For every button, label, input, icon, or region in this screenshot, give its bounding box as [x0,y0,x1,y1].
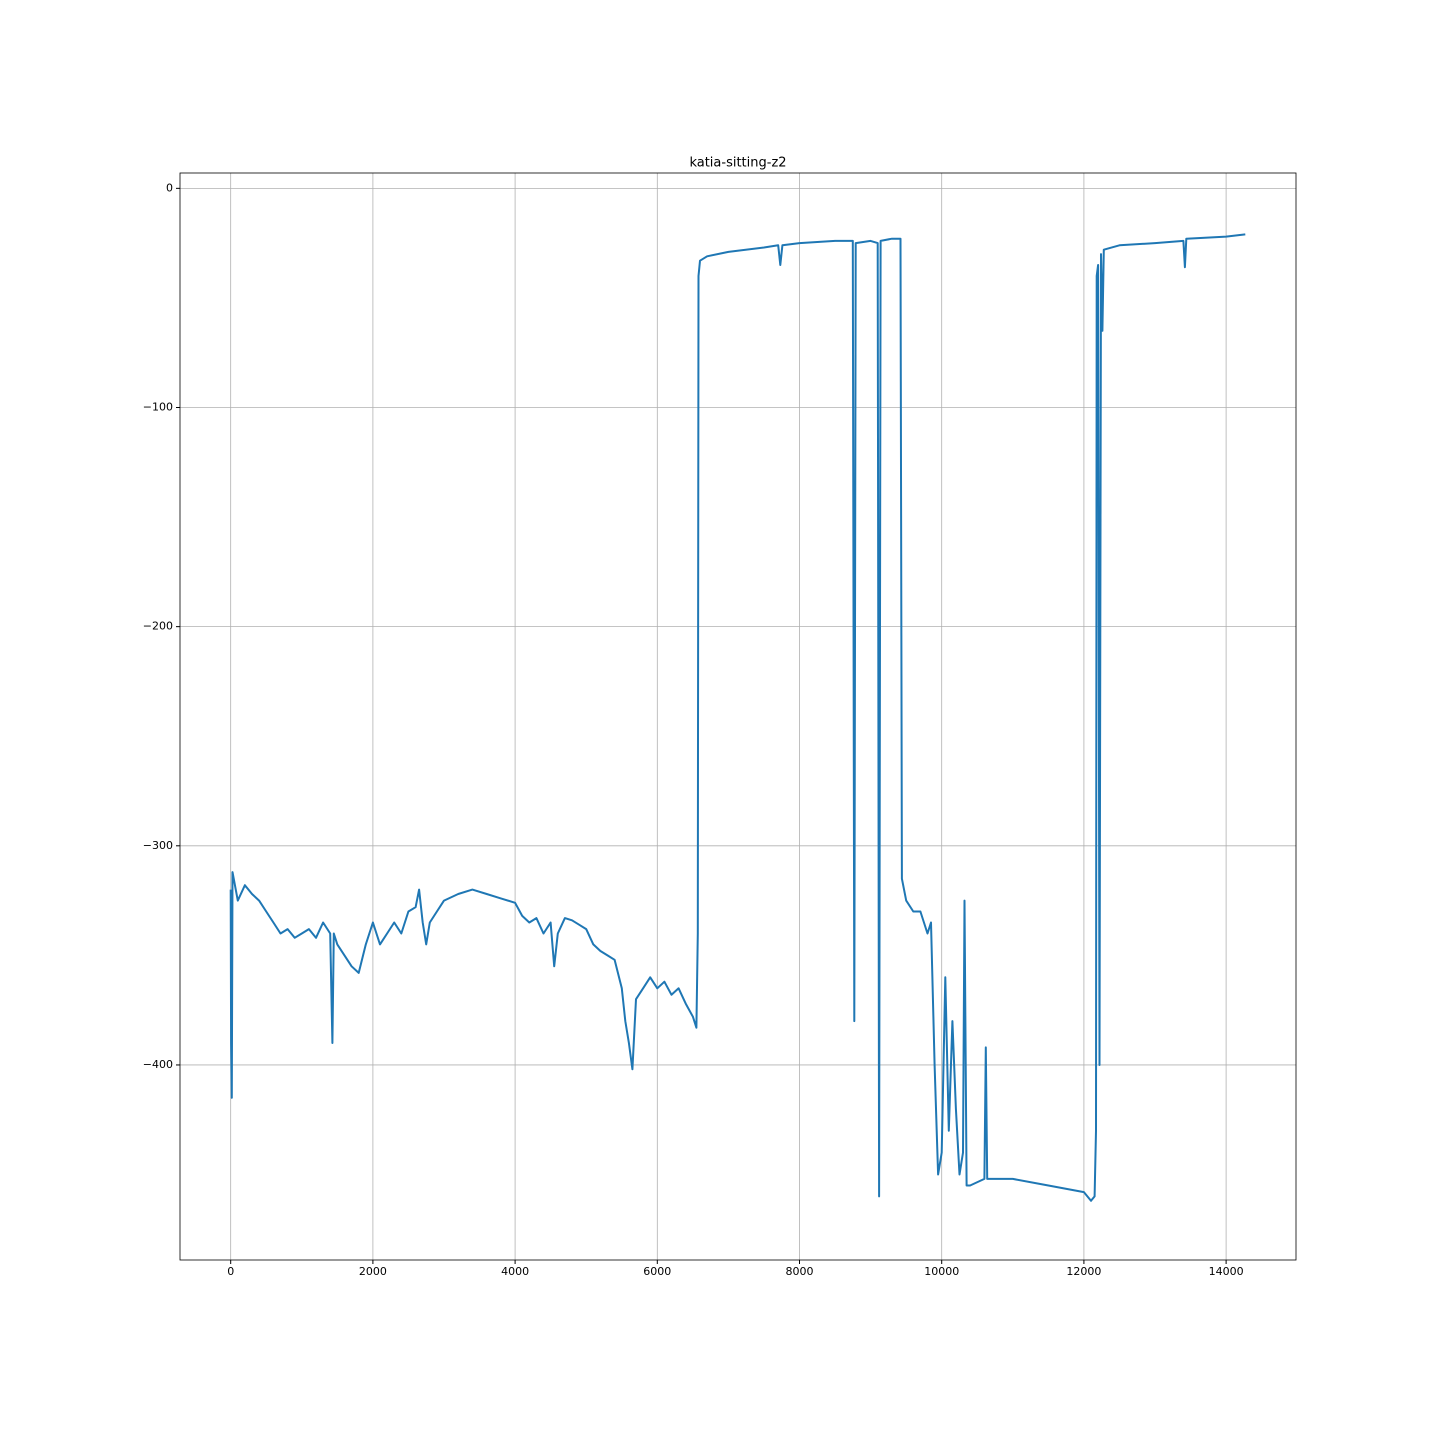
x-tick-label: 8000 [786,1265,814,1278]
x-tick-label: 14000 [1209,1265,1244,1278]
x-tick-label: 4000 [501,1265,529,1278]
x-tick-label: 10000 [924,1265,959,1278]
y-tick-label: −200 [143,620,173,633]
x-tick-label: 12000 [1066,1265,1101,1278]
x-tick-label: 2000 [359,1265,387,1278]
x-tick-label: 6000 [643,1265,671,1278]
line-series [229,233,1246,1202]
chart-title: katia-sitting-z2 [689,156,786,171]
y-tick-label: −400 [143,1058,173,1071]
x-tick-label: 0 [227,1265,234,1278]
plot-frame [179,172,1297,1261]
y-tick-label: 0 [166,181,173,194]
y-tick-label: −100 [143,400,173,413]
y-tick-label: −300 [143,839,173,852]
